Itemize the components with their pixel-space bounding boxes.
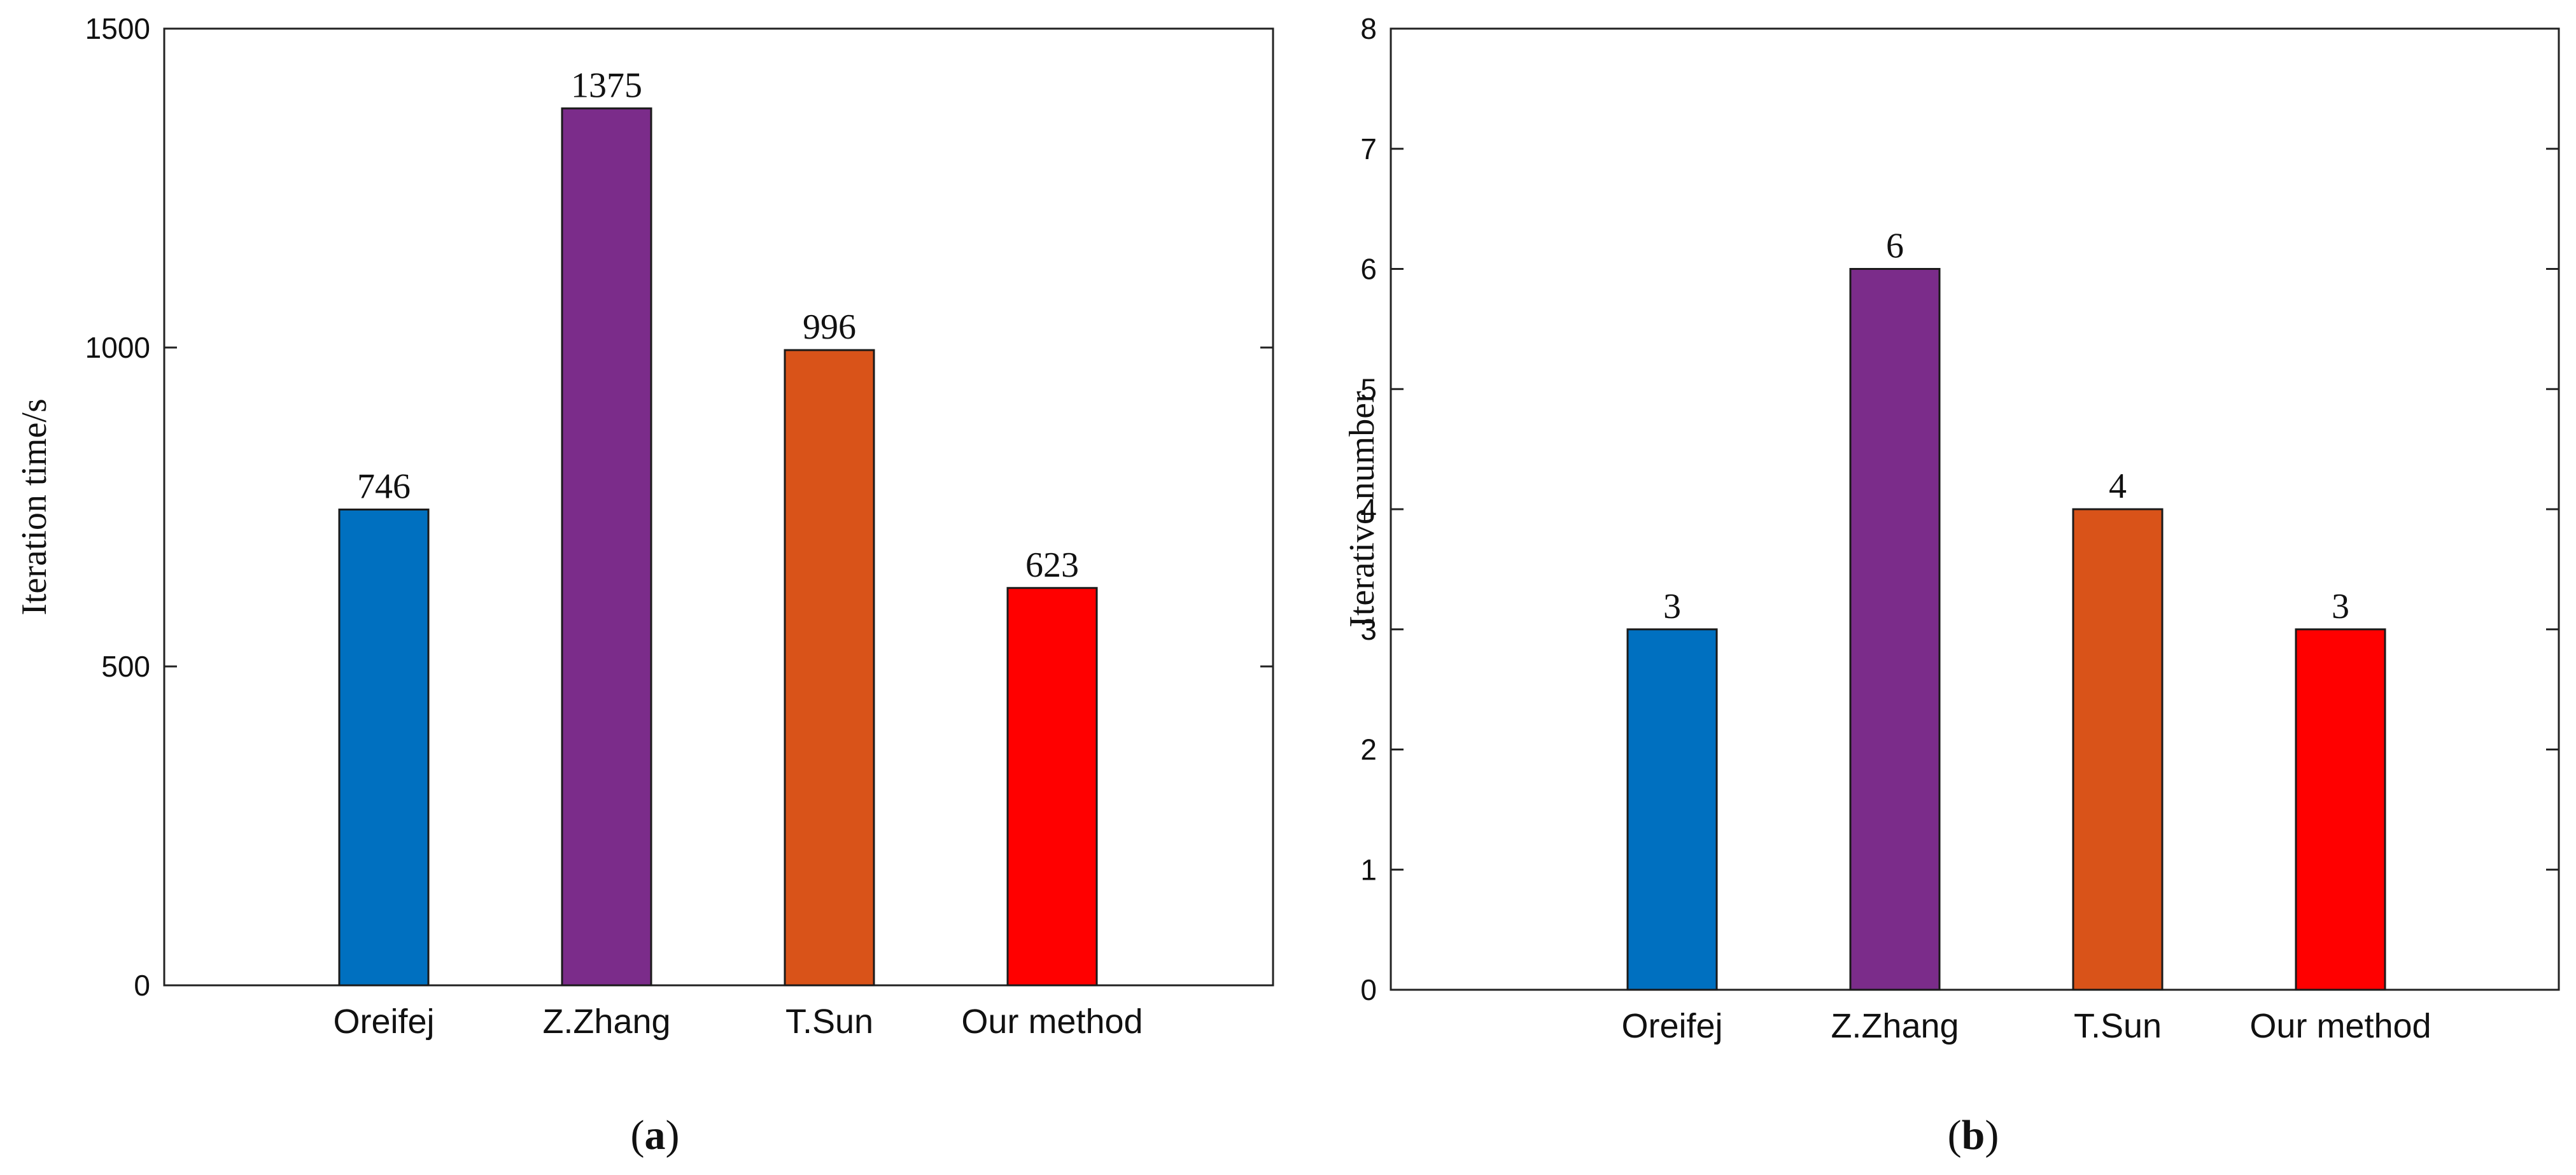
y-tick-label: 0 xyxy=(1360,973,1377,1006)
panel-caption: (a) xyxy=(631,1112,680,1158)
y-tick-label: 1 xyxy=(1360,853,1377,886)
data-label: 1375 xyxy=(571,66,642,105)
y-tick-label: 500 xyxy=(101,650,150,683)
y-tick-label: 4 xyxy=(1360,493,1377,526)
bar-t-sun xyxy=(2072,508,2164,991)
data-label: 996 xyxy=(803,307,856,347)
category-label: Oreifej xyxy=(1621,1007,1722,1045)
y-axis-label: Iteration time/s xyxy=(15,398,54,616)
y-tick-label: 6 xyxy=(1360,253,1377,286)
bar-oreifej xyxy=(1626,628,1718,991)
bar-our-method xyxy=(2295,628,2386,991)
data-label: 746 xyxy=(357,467,411,507)
plot-frame xyxy=(163,27,1274,987)
category-label: Our method xyxy=(961,1003,1143,1041)
category-label: Z.Zhang xyxy=(1831,1007,1959,1045)
y-tick-label: 2 xyxy=(1360,733,1377,766)
category-label: T.Sun xyxy=(2074,1007,2162,1045)
y-axis-label: Iterative number xyxy=(1342,391,1382,628)
bar-z-zhang xyxy=(1849,268,1941,991)
category-label: Our method xyxy=(2249,1007,2431,1045)
y-tick-label: 5 xyxy=(1360,372,1377,405)
category-label: Oreifej xyxy=(333,1003,434,1041)
data-label: 4 xyxy=(2109,467,2127,506)
category-label: Z.Zhang xyxy=(542,1003,670,1041)
bar-oreifej xyxy=(338,509,430,987)
y-tick-label: 1500 xyxy=(85,12,150,45)
data-label: 623 xyxy=(1025,545,1079,585)
y-tick-label: 0 xyxy=(134,969,150,1002)
chart-panel-a: 0 500 1000 1500 Iteration time/s 746 Oreifej 13… xyxy=(15,12,1274,1158)
data-label: 6 xyxy=(1886,227,1904,266)
data-label: 3 xyxy=(1663,587,1681,626)
data-label: 3 xyxy=(2332,587,2349,626)
panel-caption: (b) xyxy=(1948,1112,1999,1158)
bar-z-zhang xyxy=(561,107,652,987)
bar-t-sun xyxy=(784,349,875,987)
bar-our-method xyxy=(1006,587,1098,987)
y-tick-label: 3 xyxy=(1360,613,1377,646)
y-tick-label: 7 xyxy=(1360,132,1377,165)
category-label: T.Sun xyxy=(785,1003,873,1041)
y-tick-label: 8 xyxy=(1360,12,1377,45)
y-tick-label: 1000 xyxy=(85,331,150,364)
